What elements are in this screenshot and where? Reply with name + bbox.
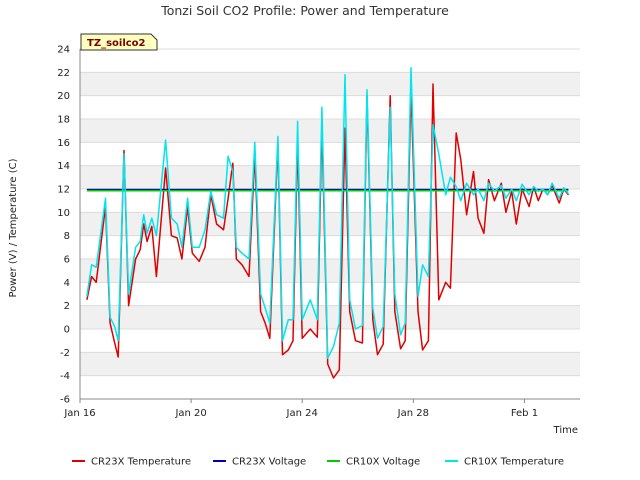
legend-label: CR10X Temperature [464,457,564,468]
y-tick-label: 2 [64,301,70,312]
y-tick-label: 4 [64,278,70,289]
y-tick-label: 0 [64,325,70,336]
grid-band [80,352,580,376]
grid-band [80,259,580,283]
grid-band [80,72,580,96]
y-tick-label: 18 [57,115,70,126]
y-tick-label: 12 [57,185,70,196]
legend: CR23X Temperature CR23X Voltage CR10X Volt… [72,457,564,468]
y-tick-label: -2 [60,348,70,359]
y-tick-label: 6 [64,255,70,266]
site-label: TZ_soilco2 [87,38,146,49]
x-tick-label: Feb 1 [511,408,538,419]
series-line-cr10x-temperature [86,66,569,359]
x-axis-title: Time [553,425,578,436]
chart-title: Tonzi Soil CO2 Profile: Power and Temper… [160,3,449,18]
x-tick-label: Jan 20 [174,408,206,419]
grid-band [80,119,580,143]
legend-label: CR23X Temperature [91,457,191,468]
y-tick-label: 10 [57,208,70,219]
x-tick-label: Jan 28 [397,408,429,419]
grid-band [80,305,580,329]
y-tick-label: 20 [57,91,70,102]
y-tick-label: -4 [60,371,70,382]
series-lines [86,66,569,379]
legend-label: CR10X Voltage [346,457,420,468]
site-label-box: TZ_soilco2 [80,33,158,51]
y-tick-label: 22 [57,68,70,79]
y-tick-label: -6 [60,395,70,406]
y-tick-label: 24 [57,45,70,56]
y-tick-label: 14 [57,161,70,172]
y-tick-label: 16 [57,138,70,149]
x-tick-label: Jan 16 [63,408,95,419]
y-axis-title: Power (V) / Temperature (C) [8,158,19,297]
x-axis-ticks: Jan 16 Jan 20 Jan 24 Jan 28 Feb 1 [63,399,538,419]
legend-label: CR23X Voltage [232,457,306,468]
x-tick-label: Jan 24 [286,408,318,419]
y-tick-label: 8 [64,231,70,242]
grid-band [80,165,580,189]
